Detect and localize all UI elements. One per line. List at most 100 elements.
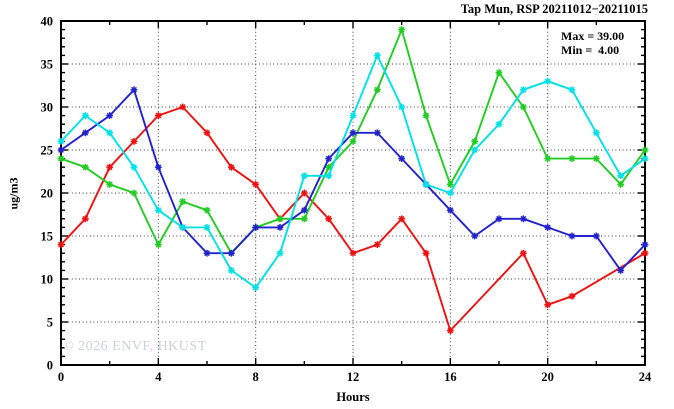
- tick-label: 16: [444, 370, 457, 384]
- marker-stroke: [642, 155, 648, 162]
- marker-stroke: [179, 224, 186, 231]
- marker-stroke: [593, 129, 600, 136]
- chart-title: Tap Mun, RSP 20211012−20211015: [460, 2, 648, 16]
- cyan-series-marker: [252, 284, 260, 291]
- cyan-series-marker: [106, 129, 114, 137]
- green-series-marker: [471, 138, 479, 145]
- blue-series-marker: [446, 206, 454, 214]
- blue-series-marker: [252, 224, 260, 231]
- marker-stroke: [471, 233, 478, 239]
- marker-stroke: [423, 112, 429, 119]
- blue-series-marker: [57, 146, 65, 154]
- red-series-marker: [568, 292, 576, 300]
- marker-stroke: [374, 241, 381, 248]
- cyan-series-marker: [398, 103, 406, 111]
- cyan-series-marker: [349, 112, 357, 119]
- marker-stroke: [350, 250, 356, 257]
- marker-stroke: [131, 138, 137, 145]
- tick-label: 4: [155, 370, 162, 384]
- cyan-series-marker: [154, 206, 162, 214]
- marker-stroke: [204, 129, 210, 136]
- blue-series-marker: [154, 163, 162, 171]
- tick-label: 24: [639, 370, 652, 384]
- cyan-series-marker: [203, 224, 211, 231]
- marker-stroke: [301, 190, 308, 196]
- cyan-series-marker: [422, 181, 430, 188]
- tick-label: 8: [253, 370, 259, 384]
- marker-stroke: [398, 155, 405, 162]
- green-series-marker: [325, 163, 333, 171]
- legend-max-value: Max = 39.00: [561, 29, 625, 43]
- tick-label: 12: [347, 370, 360, 384]
- cyan-series-marker: [57, 138, 65, 145]
- marker-stroke: [374, 86, 381, 93]
- green-series-marker: [544, 155, 552, 162]
- marker-stroke: [228, 250, 235, 257]
- red-series-marker: [373, 241, 381, 248]
- marker-stroke: [447, 207, 454, 214]
- red-series-marker: [106, 163, 114, 171]
- cyan-series-marker: [519, 86, 527, 94]
- marker-stroke: [106, 112, 113, 119]
- red-series-marker: [349, 249, 357, 257]
- marker-stroke: [277, 224, 283, 231]
- marker-stroke: [617, 267, 624, 274]
- red-series-marker: [57, 241, 65, 248]
- green-series-marker: [81, 163, 89, 171]
- marker-stroke: [252, 181, 259, 188]
- blue-series-marker: [81, 129, 89, 137]
- marker-stroke: [496, 69, 502, 76]
- marker-stroke: [58, 138, 64, 145]
- tick-label: 25: [41, 144, 54, 158]
- marker-stroke: [179, 104, 186, 110]
- red-series-marker: [81, 215, 89, 223]
- marker-stroke: [520, 215, 527, 222]
- marker-stroke: [106, 129, 113, 136]
- green-series-marker: [57, 155, 65, 162]
- tick-label: 40: [41, 15, 54, 29]
- marker-stroke: [642, 147, 648, 153]
- marker-stroke: [58, 241, 64, 248]
- marker-stroke: [301, 215, 308, 222]
- blue-series-marker: [349, 129, 357, 137]
- marker-stroke: [204, 207, 210, 214]
- green-series-marker: [373, 86, 381, 94]
- marker-stroke: [82, 164, 89, 171]
- red-series-marker: [300, 189, 308, 197]
- red-series-marker: [130, 138, 138, 145]
- watermark: © 2026 ENVF, HKUST: [63, 339, 207, 354]
- blue-series-marker: [544, 224, 552, 231]
- cyan-series-marker: [179, 224, 187, 231]
- green-series-marker: [568, 155, 576, 162]
- marker-stroke: [569, 293, 575, 300]
- marker-stroke: [569, 155, 575, 162]
- blue-series-marker: [130, 86, 138, 94]
- red-series-marker: [446, 327, 454, 334]
- marker-stroke: [398, 215, 405, 222]
- cyan-series-marker: [373, 52, 381, 59]
- marker-stroke: [423, 250, 429, 257]
- cyan-series-marker: [495, 120, 503, 128]
- marker-stroke: [350, 138, 356, 145]
- x-axis-label: Hours: [336, 390, 370, 404]
- tick-label: 30: [41, 101, 54, 115]
- red-series-marker: [203, 129, 211, 137]
- red-series-marker: [641, 249, 649, 257]
- green-series-marker: [276, 215, 284, 223]
- marker-stroke: [569, 86, 575, 93]
- marker-stroke: [350, 112, 356, 119]
- marker-stroke: [106, 164, 113, 171]
- green-series-marker: [130, 189, 138, 197]
- blue-series-marker: [398, 155, 406, 162]
- marker-stroke: [58, 147, 64, 153]
- cyan-series-marker: [617, 172, 625, 180]
- marker-stroke: [155, 207, 162, 214]
- blue-series-marker: [325, 155, 333, 162]
- blue-series-marker: [471, 232, 479, 240]
- marker-stroke: [471, 147, 478, 153]
- marker-stroke: [423, 181, 429, 188]
- marker-stroke: [617, 172, 624, 179]
- tick-label: 20: [41, 187, 54, 201]
- marker-stroke: [520, 250, 527, 257]
